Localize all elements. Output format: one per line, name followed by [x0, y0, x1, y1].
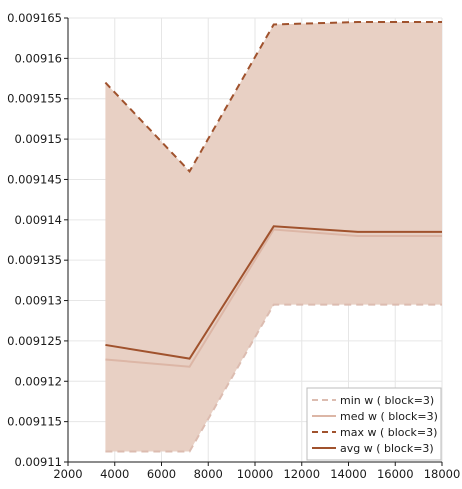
- y-tick-label: 0.009145: [7, 172, 62, 186]
- y-tick-label: 0.009115: [7, 415, 62, 429]
- y-tick-label: 0.00911: [14, 455, 62, 469]
- y-tick-label: 0.00913: [14, 294, 62, 308]
- y-tick-label: 0.009155: [7, 92, 62, 106]
- x-tick-label: 4000: [100, 467, 129, 481]
- band-area: [105, 22, 443, 452]
- x-tick-label: 14000: [330, 467, 367, 481]
- x-tick-label: 6000: [147, 467, 176, 481]
- y-tick-label: 0.009125: [7, 334, 62, 348]
- legend-label: avg w ( block=3): [340, 442, 434, 455]
- y-tick-label: 0.00914: [14, 213, 62, 227]
- x-tick-label: 18000: [424, 467, 461, 481]
- series-line: [104, 21, 442, 174]
- y-tick-label: 0.00916: [14, 51, 62, 65]
- legend: min w ( block=3) med w ( block=3) max w ( …: [306, 387, 442, 461]
- y-tick-label: 0.00915: [14, 132, 62, 146]
- range-band: [105, 22, 443, 452]
- series-lines: [104, 21, 442, 453]
- y-tick-label: 0.009135: [7, 253, 62, 267]
- legend-label: min w ( block=3): [340, 394, 434, 407]
- y-tick-label: 0.009165: [7, 11, 62, 25]
- series-line: [105, 225, 442, 360]
- series-line: [105, 303, 442, 453]
- legend-label: max w ( block=3): [340, 426, 437, 439]
- x-tick-label: 10000: [237, 467, 274, 481]
- y-tick-label: 0.00912: [14, 374, 62, 388]
- series-line: [105, 228, 442, 368]
- x-tick-label: 12000: [283, 467, 320, 481]
- x-tick-label: 16000: [377, 467, 414, 481]
- x-tick-label: 2000: [53, 467, 82, 481]
- x-tick-label: 8000: [194, 467, 223, 481]
- legend-label: med w ( block=3): [340, 410, 438, 423]
- y-axis-ticks: 0.00911 0.009115 0.00912 0.009125 0.00913 0.0…: [7, 11, 68, 469]
- x-axis-ticks: 2000 4000 6000 8000 10000 12000 14000 16000 1800…: [53, 462, 460, 481]
